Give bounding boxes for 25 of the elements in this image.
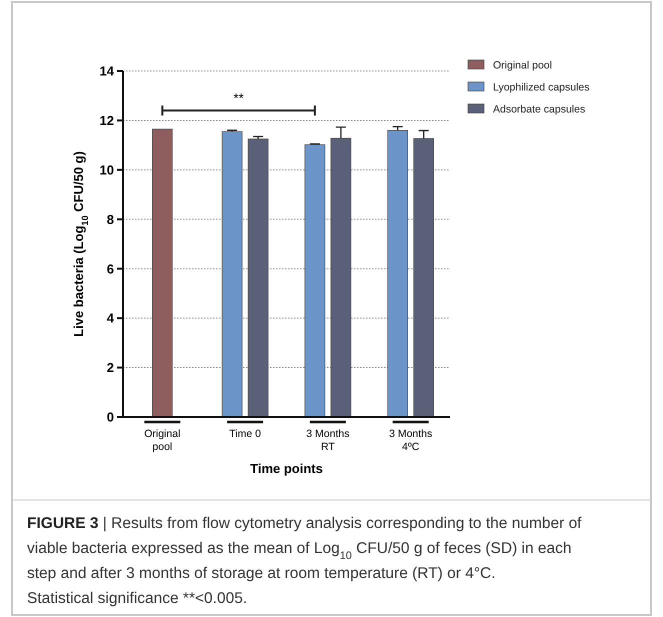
bar <box>330 138 352 418</box>
legend-label: Original pool <box>493 60 552 72</box>
x-tick-label: 3 Months RT <box>306 428 350 453</box>
y-tick-label: 6 <box>106 261 114 276</box>
caption: FIGURE 3 | Results from flow cytometry analysis corresponding to the number of viable bacteria expressed as the mean of Log$_{10}$ CFU/50 g of feces (SD) in each step and after 3 months of storage at room temperature (RT) or 4°C. Statistical significance **<0.005. <box>27 515 582 607</box>
bar <box>152 128 173 418</box>
x-axis-title: Time points <box>250 461 323 476</box>
y-tick-label: 14 <box>100 64 115 79</box>
bar <box>413 138 434 418</box>
x-tick-label: 3 Months 4ºC <box>389 428 432 453</box>
y-tick-label: 8 <box>106 212 114 227</box>
bar <box>387 130 408 418</box>
legend-label: Adsorbate capsules <box>493 104 586 116</box>
y-tick-label: 12 <box>100 112 114 128</box>
x-tick-label: Original pool <box>144 428 180 453</box>
bar <box>222 131 242 418</box>
x-tick-label: Time 0 <box>229 428 262 440</box>
y-tick-label: 10 <box>100 162 114 178</box>
y-tick-label: 2 <box>106 360 114 376</box>
annotation: ** <box>234 90 244 106</box>
bar <box>304 144 326 418</box>
y-tick-label: 0 <box>106 410 114 425</box>
y-tick-label: 4 <box>106 310 115 326</box>
legend-label: Lyophilized capsules <box>493 82 590 94</box>
bar <box>248 138 268 418</box>
